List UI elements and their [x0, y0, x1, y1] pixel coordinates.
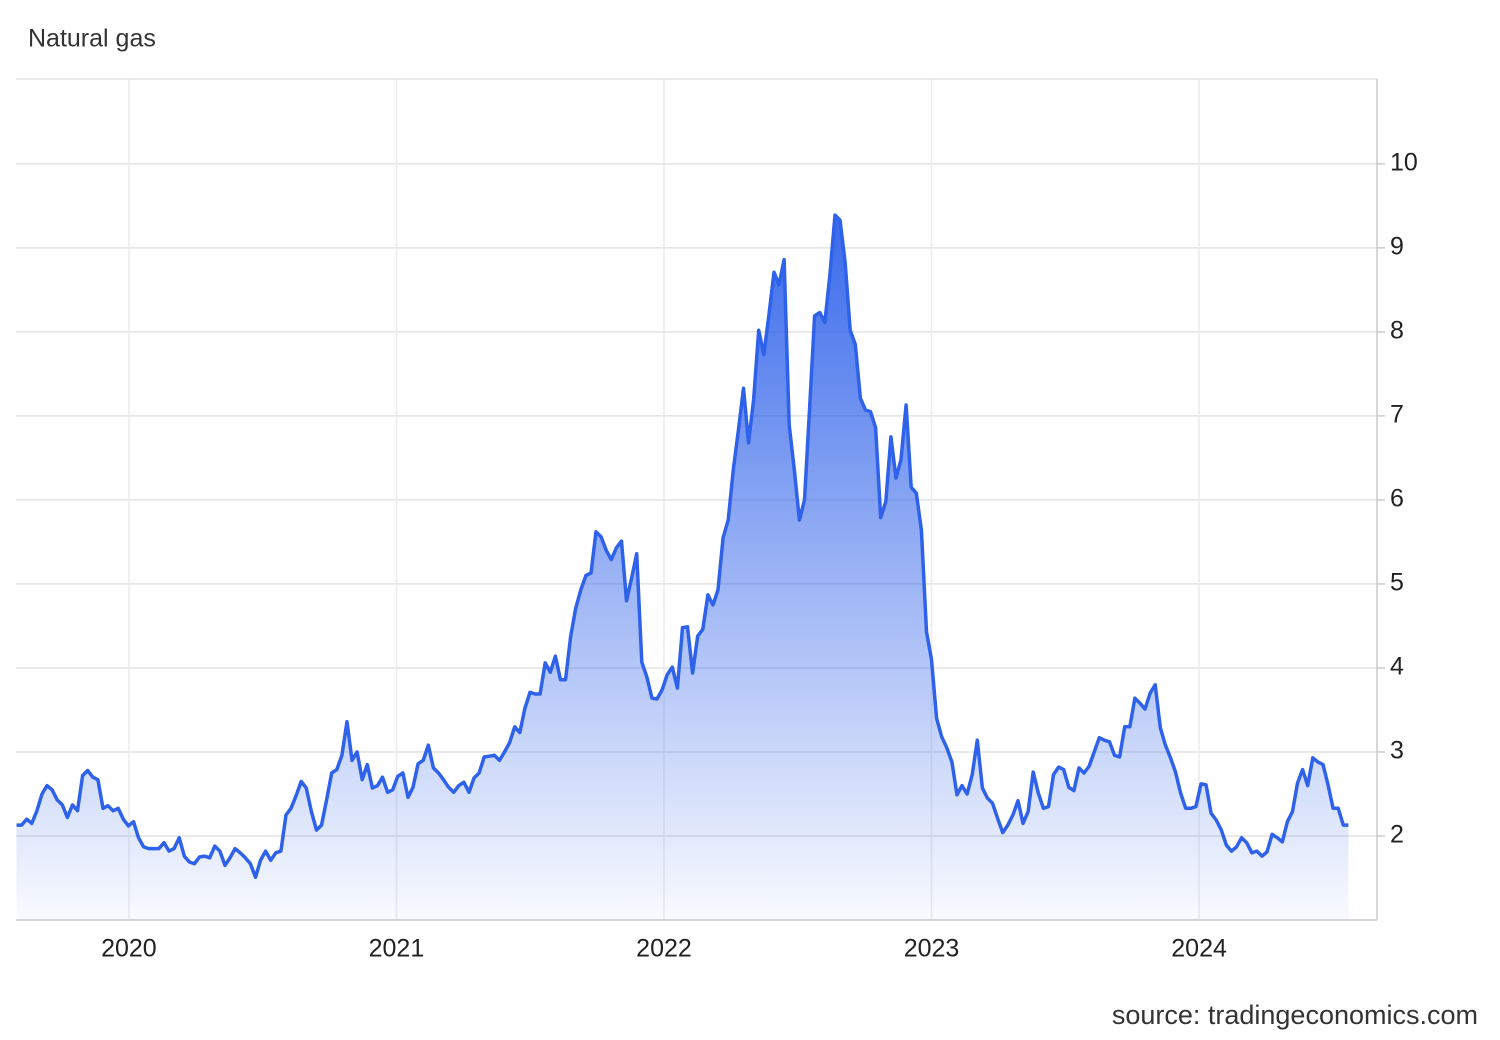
y-tick-label: 8 [1390, 316, 1404, 344]
line [16, 213, 1349, 879]
x-tick-label: 2023 [904, 935, 960, 963]
y-tick-label: 7 [1390, 401, 1404, 429]
y-tick-label: 5 [1390, 569, 1404, 597]
source: source: tradingeconomics.com [1112, 1000, 1478, 1030]
y-tick-label: 3 [1390, 737, 1404, 765]
y-tick-label: 6 [1390, 485, 1404, 513]
x-tick-label: 2024 [1171, 935, 1227, 963]
y-tick-label: 2 [1390, 821, 1404, 849]
x-tick-label: 2021 [369, 935, 425, 963]
chart-title: Natural gas [28, 25, 156, 53]
y-tick-label: 10 [1390, 148, 1418, 176]
y-tick-label: 4 [1390, 653, 1404, 681]
x-tick-label: 2020 [101, 935, 157, 963]
area [16, 215, 1349, 921]
x-tick-label: 2022 [636, 935, 692, 963]
y-tick-label: 9 [1390, 232, 1404, 260]
